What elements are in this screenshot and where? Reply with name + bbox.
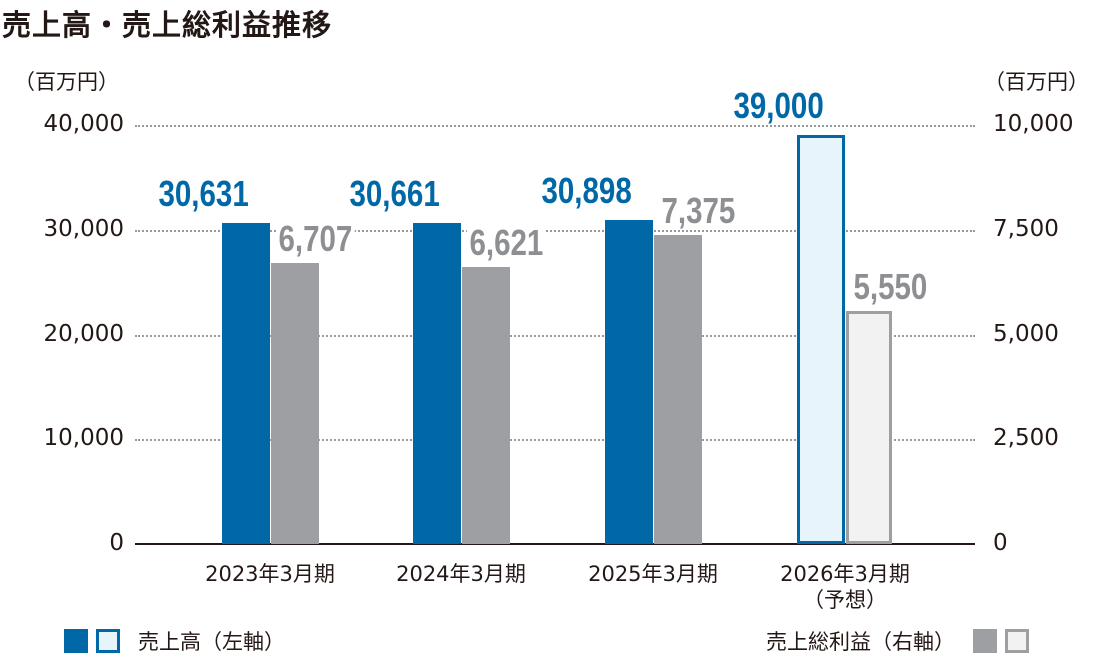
category-label-line1: 2023年3月期 bbox=[205, 562, 335, 586]
value-label-gross: 6,707 bbox=[276, 220, 355, 257]
bar-sales bbox=[222, 223, 270, 544]
category-label: 2024年3月期 bbox=[361, 561, 561, 587]
left-tick-label: 10,000 bbox=[43, 425, 124, 452]
gridline bbox=[135, 334, 975, 337]
category-label: 2023年3月期 bbox=[170, 561, 370, 587]
gridline bbox=[135, 439, 975, 442]
value-label-gross: 7,375 bbox=[659, 192, 738, 229]
legend-label-gross: 売上総利益（右軸） bbox=[766, 630, 955, 654]
category-label: 2025年3月期 bbox=[553, 561, 753, 587]
gridline bbox=[135, 229, 975, 232]
right-axis-unit: （百万円） bbox=[984, 70, 1089, 94]
legend-sales: 売上高（左軸） bbox=[64, 626, 285, 656]
category-label-line1: 2025年3月期 bbox=[588, 562, 718, 586]
left-tick-label: 20,000 bbox=[43, 320, 124, 347]
value-label-sales: 39,000 bbox=[731, 88, 827, 125]
category-label-line1: 2026年3月期 bbox=[780, 562, 910, 586]
legend-swatch-gross bbox=[973, 629, 997, 653]
right-tick-label: 5,000 bbox=[993, 320, 1059, 347]
bar-sales-forecast bbox=[797, 135, 845, 544]
x-axis-line bbox=[135, 543, 975, 545]
value-label-gross: 5,550 bbox=[851, 269, 930, 306]
bar-gross bbox=[462, 266, 510, 544]
legend-swatch-sales-forecast bbox=[96, 629, 120, 653]
left-tick-label: 30,000 bbox=[43, 215, 124, 242]
legend-label-sales: 売上高（左軸） bbox=[138, 630, 285, 654]
left-axis-unit: （百万円） bbox=[14, 70, 119, 94]
value-label-sales: 30,631 bbox=[156, 176, 252, 213]
right-tick-label: 0 bbox=[993, 530, 1008, 556]
gridline bbox=[135, 125, 975, 127]
right-tick-label: 2,500 bbox=[993, 425, 1059, 452]
legend-gross: 売上総利益（右軸） bbox=[766, 626, 1029, 656]
bar-sales bbox=[413, 222, 461, 544]
category-label: 2026年3月期 （予想） bbox=[745, 561, 945, 614]
left-tick-label: 40,000 bbox=[43, 111, 124, 137]
value-label-sales: 30,898 bbox=[539, 173, 635, 210]
category-label-line2: （予想） bbox=[803, 588, 887, 613]
bar-gross bbox=[654, 234, 702, 544]
legend-swatch-sales bbox=[64, 629, 88, 653]
value-label-gross: 6,621 bbox=[467, 224, 546, 261]
bar-sales bbox=[605, 220, 653, 544]
value-label-sales: 30,661 bbox=[347, 175, 443, 212]
right-tick-label: 7,500 bbox=[993, 215, 1059, 242]
chart-title: 売上高・売上総利益推移 bbox=[2, 8, 333, 42]
bar-gross bbox=[271, 262, 319, 544]
right-tick-label: 10,000 bbox=[993, 111, 1074, 137]
legend-swatch-gross-forecast bbox=[1005, 629, 1029, 653]
bar-gross-forecast bbox=[846, 311, 892, 544]
category-label-line1: 2024年3月期 bbox=[396, 562, 526, 586]
left-tick-label: 0 bbox=[109, 530, 124, 556]
